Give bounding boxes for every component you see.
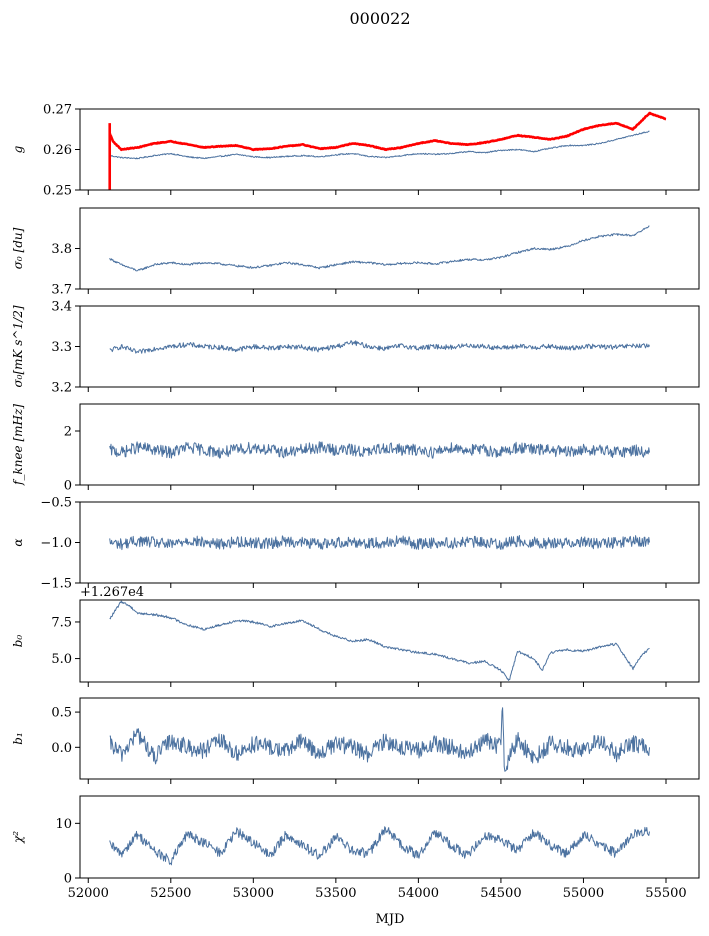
y-tick-label: −1.5 [40, 577, 72, 592]
y-tick-label: 0 [64, 479, 72, 494]
x-tick-label: 54000 [398, 886, 439, 901]
y-axis-label-alpha: α [11, 538, 25, 546]
x-tick-label: 55000 [563, 886, 604, 901]
y-tick-label: 3.2 [51, 381, 72, 396]
subplot-sigma0_mk: 3.2 3.3 3.4 σ₀[mK s^1/2] [11, 300, 700, 396]
y-tick-label: 2 [64, 425, 72, 440]
y-axis-label-sigma0_du: σ₀ [du] [11, 227, 25, 269]
y-tick-label: 3.8 [51, 242, 72, 257]
y-axis-label-fknee: f_knee [mHz] [11, 404, 25, 486]
y-tick-label: 7.5 [51, 615, 72, 630]
y-axis-label-chi2: χ² [11, 831, 25, 844]
axis-offset-text: +1.267e4 [80, 585, 144, 600]
x-tick-label: 53500 [315, 886, 356, 901]
series-line-b0-0 [109, 600, 650, 681]
axes-frame [79, 207, 700, 290]
series-line-sigma0_mk-0 [109, 340, 650, 354]
series-line-g-0 [109, 130, 650, 160]
series-line-g-1 [108, 111, 667, 152]
x-tick-label: 53000 [233, 886, 274, 901]
y-axis-label-g: g [11, 145, 25, 153]
series-line-fknee-0 [109, 441, 650, 459]
x-tick-label: 55500 [645, 886, 686, 901]
y-axis-label-b0: b₀ [11, 635, 25, 648]
axes-frame [79, 697, 700, 780]
axes-frame [79, 599, 700, 683]
y-tick-label: 5.0 [51, 652, 72, 667]
subplot-alpha: −1.5 −1.0 −0.5 α [11, 496, 700, 592]
y-tick-label: 3.7 [51, 283, 72, 298]
subplot-b1: 0.0 0.5 b₁ [11, 697, 700, 784]
x-axis-label: MJD [376, 912, 405, 927]
y-tick-label: 3.3 [51, 340, 72, 355]
subplot-g: 0.25 0.26 0.27 g [11, 103, 700, 199]
subplot-chi2: 0 10 52000 52500 53000 53500 54000 54500 55000 55… [11, 795, 700, 901]
y-axis-label-sigma0_mk: σ₀[mK s^1/2] [11, 305, 25, 387]
y-tick-label: 0.26 [43, 143, 72, 158]
axes-frame [79, 795, 700, 879]
y-tick-label: 0.27 [43, 103, 72, 118]
series-line-chi2-0 [109, 826, 650, 866]
subplot-stack: 0.25 0.26 0.27 g 3.7 3.8 σ₀ [du] 3.2 3.3 3.4 σ₀[mK… [11, 103, 700, 901]
y-tick-label: 0 [64, 872, 72, 887]
y-tick-label: 10 [55, 817, 72, 832]
y-tick-label: −0.5 [40, 496, 72, 511]
subplot-b0: 5.0 7.5 b₀ +1.267e4 [11, 585, 700, 687]
subplot-fknee: 0 2 f_knee [mHz] [11, 403, 700, 494]
x-tick-label: 52000 [68, 886, 109, 901]
y-axis-label-b1: b₁ [11, 732, 25, 745]
y-tick-label: 0.25 [43, 184, 72, 199]
y-tick-label: 0.0 [51, 741, 72, 756]
y-tick-label: 0.5 [51, 706, 72, 721]
axes-frame [79, 403, 700, 486]
x-tick-label: 52500 [150, 886, 191, 901]
subplot-sigma0_du: 3.7 3.8 σ₀ [du] [11, 207, 700, 298]
series-line-b1-0 [109, 707, 650, 772]
figure-suptitle: 000022 [349, 9, 410, 28]
series-line-sigma0_du-0 [109, 225, 650, 272]
x-tick-label: 54500 [480, 886, 521, 901]
series-line-alpha-0 [109, 535, 650, 551]
y-tick-label: 3.4 [51, 300, 72, 315]
y-tick-label: −1.0 [40, 536, 72, 551]
